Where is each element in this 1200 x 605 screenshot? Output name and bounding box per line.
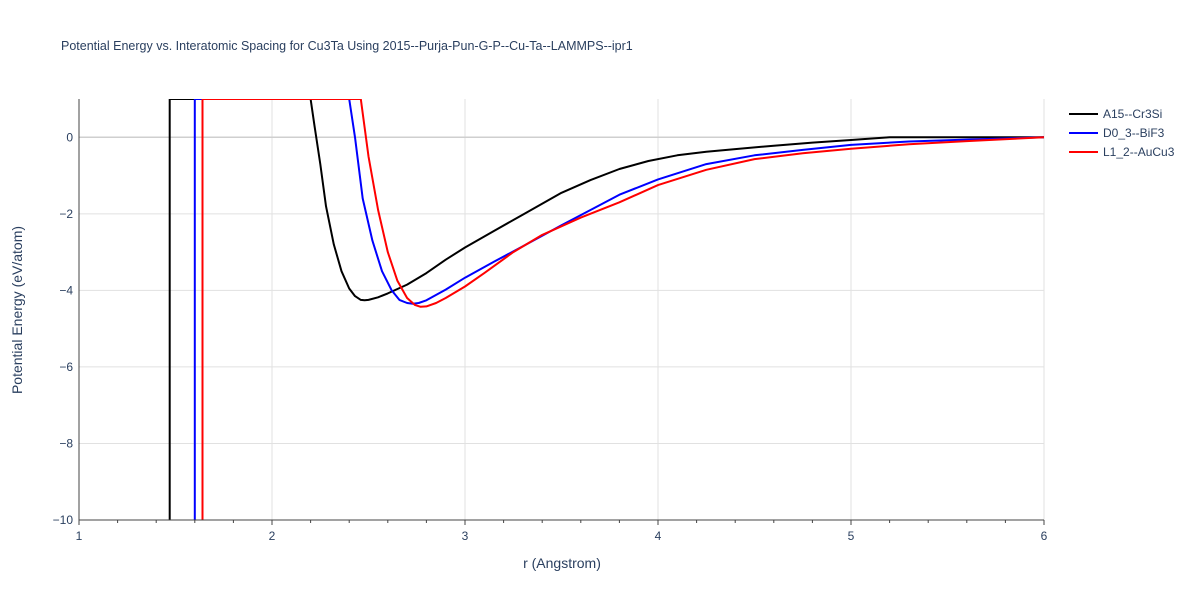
y-tick-label: −8 (59, 436, 73, 450)
legend: A15--Cr3Si D0_3--BiF3 L1_2--AuCu3 (1069, 107, 1175, 159)
y-tick-label: −6 (59, 360, 73, 374)
y-tick-label: 0 (66, 130, 73, 144)
x-tick-label: 5 (848, 529, 855, 543)
x-tick-label: 4 (655, 529, 662, 543)
series-line-3 (201, 99, 1044, 520)
y-axis-title: Potential Energy (eV/atom) (9, 226, 25, 394)
legend-item[interactable]: L1_2--AuCu3 (1069, 145, 1175, 159)
x-tick-label: 2 (269, 529, 276, 543)
plot-area (168, 99, 1044, 520)
x-tick-label: 6 (1041, 529, 1048, 543)
axes: 1 2 3 4 5 6 0 −2 −4 −6 −8 −10 (53, 99, 1048, 543)
grid (79, 99, 1045, 520)
legend-label: D0_3--BiF3 (1103, 126, 1165, 140)
y-tick-label: −2 (59, 207, 73, 221)
legend-item[interactable]: A15--Cr3Si (1069, 107, 1162, 121)
series-line-2 (193, 99, 1044, 520)
series-line-1 (168, 99, 1044, 520)
x-tick-label: 3 (462, 529, 469, 543)
y-tick-label: −4 (59, 283, 73, 297)
legend-label: A15--Cr3Si (1103, 107, 1162, 121)
chart-title: Potential Energy vs. Interatomic Spacing… (61, 39, 633, 53)
y-tick-label: −10 (53, 513, 74, 527)
legend-label: L1_2--AuCu3 (1103, 145, 1175, 159)
x-tick-label: 1 (76, 529, 83, 543)
x-axis-title: r (Angstrom) (523, 555, 601, 571)
legend-item[interactable]: D0_3--BiF3 (1069, 126, 1165, 140)
